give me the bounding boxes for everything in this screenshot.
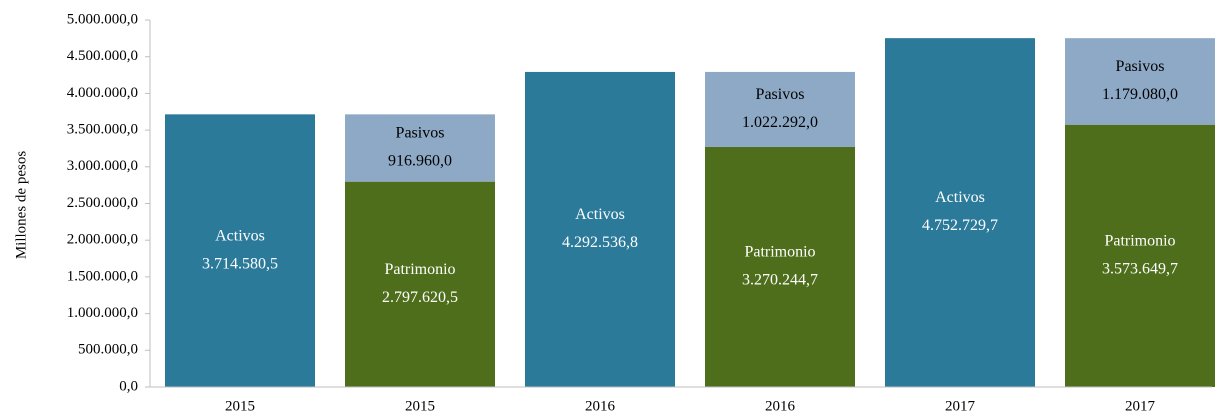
bar-segment <box>525 71 675 387</box>
y-tick-label: 4.500.000,0 <box>67 48 138 64</box>
y-tick-label: 3.000.000,0 <box>67 158 138 174</box>
y-tick-label: 1.500.000,0 <box>67 268 138 284</box>
bar-segment <box>1065 124 1215 387</box>
data-label: 3.270.244,7 <box>742 272 818 289</box>
y-tick-label: 2.000.000,0 <box>67 232 138 248</box>
y-tick-label: 2.500.000,0 <box>67 195 138 211</box>
bar-segment <box>1065 38 1215 125</box>
data-label: 3.573.649,7 <box>1102 261 1178 278</box>
bar-segment <box>705 71 855 147</box>
segment-name: Patrimonio <box>1104 233 1175 250</box>
x-tick-label: 2017 <box>945 398 976 414</box>
x-tick-label: 2015 <box>225 398 255 414</box>
bar-segment <box>345 114 495 182</box>
segment-name: Activos <box>935 189 985 206</box>
y-tick-label: 4.000.000,0 <box>67 85 138 101</box>
x-tick-label: 2015 <box>405 398 435 414</box>
segment-name: Activos <box>215 227 265 244</box>
x-tick-label: 2016 <box>765 398 796 414</box>
y-tick-label: 1.000.000,0 <box>67 305 138 321</box>
segment-name: Pasivos <box>1116 58 1165 75</box>
x-tick-label: 2016 <box>585 398 616 414</box>
segment-name: Patrimonio <box>744 244 815 261</box>
data-label: 4.752.729,7 <box>922 217 998 234</box>
y-tick-label: 500.000,0 <box>78 342 138 358</box>
bar-segment <box>885 38 1035 388</box>
data-label: 3.714.580,5 <box>202 255 278 272</box>
y-axis-label: Millones de pesos <box>13 151 29 259</box>
data-label: 916.960,0 <box>388 153 452 170</box>
bar-segment <box>705 146 855 387</box>
data-label: 1.179.080,0 <box>1102 86 1178 103</box>
y-tick-label: 5.000.000,0 <box>67 11 138 27</box>
segment-name: Pasivos <box>396 125 445 142</box>
data-label: 2.797.620,5 <box>382 289 458 306</box>
y-tick-label: 0,0 <box>119 378 138 394</box>
data-label: 1.022.292,0 <box>742 114 818 131</box>
data-label: 4.292.536,8 <box>562 234 638 251</box>
bar-segment <box>345 181 495 387</box>
x-tick-label: 2017 <box>1125 398 1156 414</box>
segment-name: Patrimonio <box>384 261 455 278</box>
y-tick-label: 3.500.000,0 <box>67 122 138 138</box>
segment-name: Activos <box>575 206 625 223</box>
bar-segment <box>165 114 315 387</box>
segment-name: Pasivos <box>756 86 805 103</box>
